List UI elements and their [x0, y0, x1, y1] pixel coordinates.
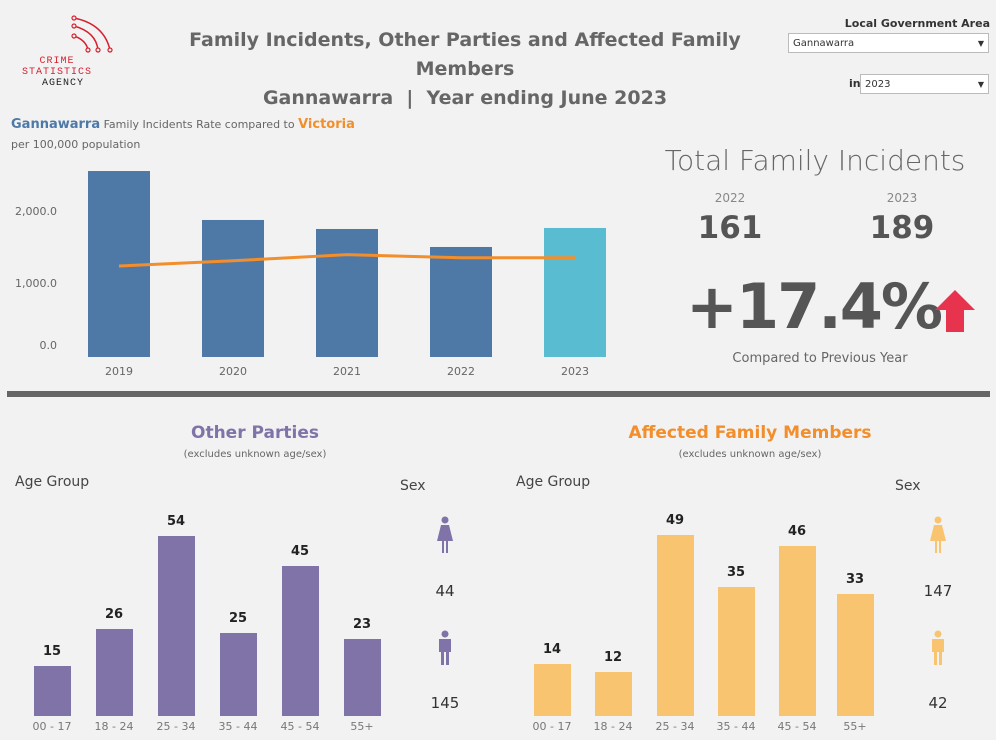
lga-value: Gannawarra: [793, 37, 855, 49]
sex-label: Sex: [400, 478, 426, 494]
y-tick-label: 0.0: [40, 339, 58, 352]
x-tick-label: 55+: [350, 720, 374, 733]
x-tick-label: 2021: [333, 365, 361, 378]
bar-18 - 24[interactable]: [595, 671, 632, 716]
rate-chart-title: Gannawarra Family Incidents Rate compare…: [11, 117, 355, 132]
age-group-label: Age Group: [516, 474, 591, 490]
value-label: 49: [665, 513, 685, 528]
value-label: 12: [603, 649, 623, 665]
bar-2022[interactable]: [430, 246, 492, 357]
bar-35 - 44[interactable]: [718, 586, 755, 716]
bar-2020[interactable]: [202, 219, 264, 357]
comparison-name: Victoria: [298, 117, 355, 132]
affected-subtitle: (excludes unknown age/sex): [678, 449, 822, 460]
value-label: 35: [726, 564, 746, 580]
chevron-down-icon: ▼: [977, 38, 984, 48]
title-line1: Family Incidents, Other Parties and Affe…: [189, 29, 741, 80]
male-icon: [932, 630, 944, 665]
x-tick-label: 35 - 44: [716, 720, 756, 733]
year-value: 2023: [865, 78, 891, 90]
x-tick-label: 2020: [219, 365, 247, 378]
logo-line1: CRIME: [39, 56, 75, 67]
bar-2021[interactable]: [316, 228, 378, 357]
affected-title: Affected Family Members: [628, 423, 872, 443]
x-tick-label: 2019: [105, 365, 133, 378]
logo-signal-icon: [71, 15, 113, 53]
bar-2023[interactable]: [544, 227, 606, 357]
other-parties-title: Other Parties: [191, 423, 319, 443]
value-label: 45: [290, 544, 310, 559]
year-prefix: in: [849, 77, 861, 90]
lga-label: Local Government Area: [844, 17, 990, 30]
x-tick-label: 2022: [447, 365, 475, 378]
female-icon: [437, 516, 453, 553]
male-count: 145: [430, 694, 460, 712]
x-tick-label: 00 - 17: [32, 720, 72, 733]
page-title: Family Incidents, Other Parties and Affe…: [150, 26, 780, 113]
other-parties-subtitle: (excludes unknown age/sex): [183, 449, 327, 460]
bar-00 - 17[interactable]: [534, 664, 571, 716]
logo-line3: AGENCY: [41, 78, 84, 89]
curr-year: 2023: [886, 191, 918, 205]
logo-line2: STATISTICS: [22, 67, 93, 78]
bar-25 - 34[interactable]: [158, 536, 195, 716]
x-tick-label: 25 - 34: [655, 720, 695, 733]
x-tick-label: 18 - 24: [593, 720, 633, 733]
value-label: 26: [104, 607, 124, 623]
x-tick-label: 55+: [843, 720, 867, 733]
total-title: Total Family Incidents: [664, 144, 966, 177]
value-label: 23: [352, 617, 372, 633]
x-tick-label: 25 - 34: [156, 720, 196, 733]
female-icon: [930, 516, 946, 553]
female-count: 147: [923, 582, 953, 600]
prev-year: 2022: [714, 191, 746, 205]
bar-00 - 17[interactable]: [34, 666, 71, 716]
arrow-up-icon: [935, 290, 975, 332]
x-tick-label: 45 - 54: [777, 720, 817, 733]
male-icon: [439, 630, 451, 665]
y-tick-label: 2,000.0: [15, 205, 57, 218]
year-select[interactable]: 2023 ▼: [860, 74, 989, 94]
prev-value: 161: [697, 210, 763, 246]
value-label: 15: [42, 644, 62, 659]
bar-45 - 54[interactable]: [779, 546, 816, 716]
value-label: 54: [166, 514, 186, 529]
x-tick-label: 35 - 44: [218, 720, 258, 733]
bar-55+[interactable]: [344, 639, 381, 716]
female-count: 44: [435, 582, 455, 600]
value-label: 33: [845, 572, 865, 588]
value-label: 25: [228, 610, 248, 626]
x-tick-label: 45 - 54: [280, 720, 320, 733]
bar-55+[interactable]: [837, 594, 874, 716]
value-label: 14: [542, 642, 562, 658]
lga-select[interactable]: Gannawarra ▼: [788, 33, 989, 53]
x-tick-label: 00 - 17: [532, 720, 572, 733]
sex-label: Sex: [895, 478, 921, 494]
victoria-line: [118, 253, 575, 268]
value-label: 46: [787, 524, 807, 540]
male-count: 42: [928, 694, 948, 712]
rate-middle: Family Incidents Rate compared to: [103, 118, 295, 131]
curr-value: 189: [869, 210, 935, 246]
change-caption: Compared to Previous Year: [732, 351, 908, 366]
title-line2: Gannawarra | Year ending June 2023: [262, 87, 668, 109]
area-name: Gannawarra: [11, 117, 101, 132]
logo: CRIME STATISTICS AGENCY: [22, 14, 113, 94]
x-tick-label: 2023: [561, 365, 589, 378]
bar-18 - 24[interactable]: [96, 629, 133, 716]
bar-35 - 44[interactable]: [220, 632, 257, 716]
change-percent: +17.4%: [686, 270, 943, 343]
y-tick-label: 1,000.0: [15, 277, 57, 290]
chevron-down-icon: ▼: [977, 79, 984, 89]
x-tick-label: 18 - 24: [94, 720, 134, 733]
age-group-label: Age Group: [15, 474, 90, 490]
rate-subtitle: per 100,000 population: [11, 138, 141, 151]
rate-chart: 0.0 1,000.0 2,000.0 2019 2020 2021 2022 2023: [15, 171, 606, 378]
divider: [7, 391, 990, 397]
bar-25 - 34[interactable]: [657, 535, 694, 716]
bar-45 - 54[interactable]: [282, 566, 319, 716]
